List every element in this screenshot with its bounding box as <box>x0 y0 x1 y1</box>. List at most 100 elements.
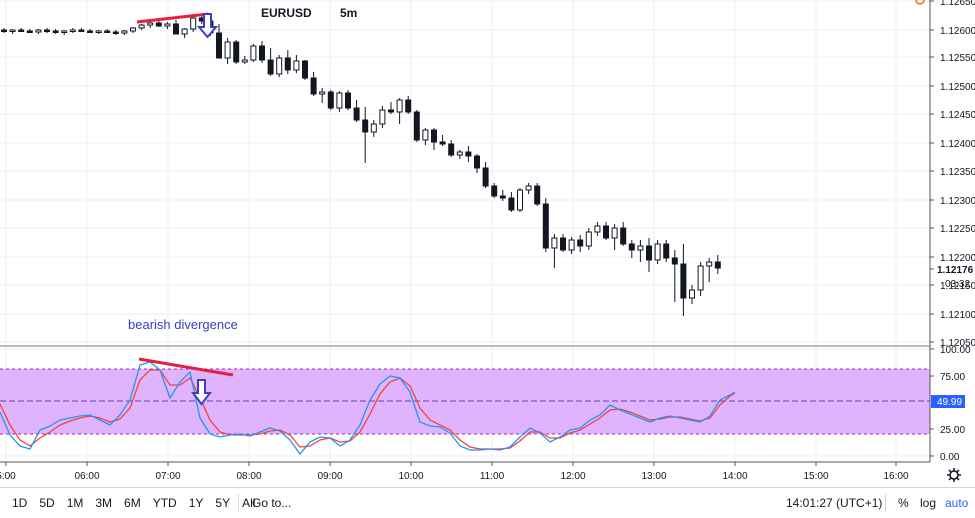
candle-body <box>517 189 523 211</box>
candle-body <box>121 30 128 34</box>
price-tick-label: 1.12050 <box>940 338 975 349</box>
candle-body <box>611 227 618 239</box>
time-tick-label: 09:00 <box>317 471 342 482</box>
price-tick-label: 1.12250 <box>940 224 975 235</box>
clock-label[interactable]: 14:01:27 (UTC+1) <box>786 496 883 510</box>
toolbar-divider <box>238 494 239 512</box>
last-price-label: 1.12176 <box>937 265 974 276</box>
price-axis[interactable]: 1.12650 1.12600 1.12550 1.12500 1.12450 1.124… <box>930 0 975 349</box>
candle-body <box>388 109 394 113</box>
indicator-value-badge <box>931 395 965 408</box>
price-tick-label: 1.12650 <box>940 0 975 8</box>
range-button-1y[interactable]: 1Y <box>188 496 204 510</box>
candle-body <box>319 91 326 95</box>
indicator-axis[interactable]: 100.00 75.00 25.00 0.00 <box>930 345 971 463</box>
range-button-1d[interactable]: 1D <box>12 496 28 510</box>
stochastic-d-line <box>0 369 736 450</box>
go-to-button[interactable]: Go to... <box>252 496 292 510</box>
price-tick-label: 1.12150 <box>940 281 975 292</box>
price-tick-label: 1.12200 <box>940 253 975 264</box>
price-tick-label: 1.12350 <box>940 167 975 178</box>
price-tick-label: 1.12500 <box>940 82 975 93</box>
time-axis[interactable]: 5:00 06:00 07:00 08:00 09:00 10:00 11:00 12:00 1… <box>0 462 909 482</box>
candle-body <box>482 167 489 187</box>
settings-gear-icon[interactable] <box>947 468 961 482</box>
auto-scale-toggle[interactable]: auto <box>945 496 969 510</box>
price-tick-label: 1.12600 <box>940 26 975 37</box>
log-toggle[interactable]: log <box>920 496 937 510</box>
candle-body <box>646 245 652 261</box>
bearish-divergence-label: bearish divergence <box>128 317 238 332</box>
candle-body <box>620 227 627 245</box>
time-tick-label: 5:00 <box>0 471 16 482</box>
indicator-tick-label: 75.00 <box>940 372 965 383</box>
time-tick-label: 12:00 <box>560 471 585 482</box>
candle-body <box>568 239 575 251</box>
time-tick-label: 16:00 <box>883 471 908 482</box>
candle-body <box>190 17 197 30</box>
candle-body <box>706 261 713 267</box>
candle-body <box>52 30 59 33</box>
candle-body <box>327 91 334 109</box>
candle-body <box>336 92 343 109</box>
range-button-5d[interactable]: 5D <box>39 496 55 510</box>
candle-body <box>302 60 308 79</box>
candle-body <box>370 123 377 133</box>
candle-body <box>680 263 687 299</box>
candle-body <box>138 24 145 29</box>
price-tick-label: 1.12100 <box>940 310 975 321</box>
price-tick-label: 1.12400 <box>940 139 975 150</box>
candle-body <box>164 23 171 27</box>
candle-body <box>465 151 472 157</box>
candle-body <box>628 243 635 251</box>
time-tick-label: 14:00 <box>722 471 747 482</box>
symbol-label[interactable]: EURUSD <box>261 6 312 20</box>
range-button-all[interactable]: All <box>242 496 256 510</box>
candle-body <box>499 195 506 199</box>
price-down-arrow-icon <box>196 13 219 39</box>
candle-body <box>284 57 291 71</box>
candle-body <box>431 129 437 143</box>
candle-body <box>224 41 231 59</box>
time-tick-label: 08:00 <box>236 471 261 482</box>
price-tick-label: 1.12550 <box>940 53 975 64</box>
candle-body <box>250 45 257 61</box>
candle-body <box>603 225 609 239</box>
candle-body <box>276 57 283 75</box>
candle-body <box>379 109 386 125</box>
candle-body <box>396 99 403 113</box>
indicator-value-label: 49.99 <box>937 397 962 408</box>
candle-body <box>353 107 360 121</box>
candle-body <box>560 237 566 251</box>
candle-body <box>474 155 480 169</box>
candle-body <box>293 60 300 71</box>
range-button-3m[interactable]: 3M <box>95 496 113 510</box>
candle-body <box>155 22 162 27</box>
candle-body <box>61 30 68 33</box>
candle-body <box>663 243 670 259</box>
alert-marker-icon[interactable] <box>915 0 925 5</box>
candle-body <box>345 92 351 109</box>
candle-body <box>456 151 463 156</box>
candle-body <box>130 27 136 32</box>
indicator-tick-label: 0.00 <box>940 452 960 463</box>
candle-body <box>654 243 661 261</box>
candle-body <box>491 185 498 197</box>
candle-body <box>413 111 420 141</box>
interval-label[interactable]: 5m <box>340 6 357 20</box>
candle-body <box>104 30 111 33</box>
candle-body <box>577 239 584 247</box>
candle-body <box>439 141 446 145</box>
candle-body <box>9 29 16 32</box>
candlestick-series <box>1 14 721 316</box>
range-button-5y[interactable]: 5Y <box>215 496 231 510</box>
date-range-buttons: 1D 5D 1M 3M 6M YTD 1Y 5Y All <box>6 495 261 511</box>
percent-toggle[interactable]: % <box>898 496 909 510</box>
candle-body <box>26 30 33 33</box>
range-button-ytd[interactable]: YTD <box>152 496 177 510</box>
range-button-1m[interactable]: 1M <box>66 496 84 510</box>
range-button-6m[interactable]: 6M <box>124 496 141 510</box>
time-tick-label: 15:00 <box>803 471 828 482</box>
candle-body <box>78 29 85 32</box>
